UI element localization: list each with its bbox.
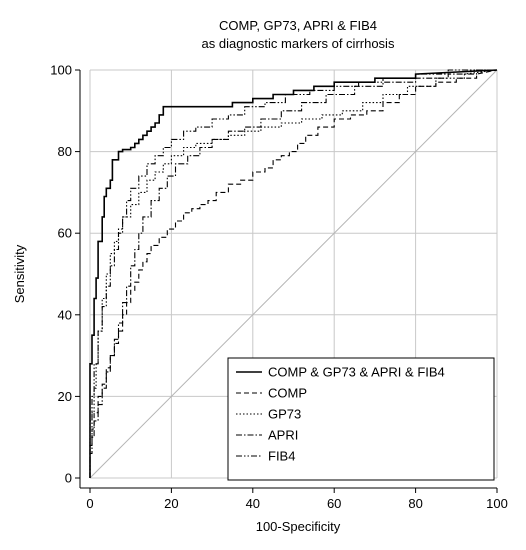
- series-line-2: [89, 69, 498, 478]
- x-tick-label-0: 0: [86, 496, 93, 511]
- x-tick-label-3: 60: [327, 496, 341, 511]
- legend-items: COMP & GP73 & APRI & FIB4 COMP GP73 APRI FIB…: [236, 365, 445, 464]
- legend: COMP & GP73 & APRI & FIB4 COMP GP73 APRI FIB…: [227, 357, 495, 481]
- legend-label-4: FIB4: [268, 449, 295, 464]
- axes: [75, 69, 498, 493]
- y-tick-label-1: 20: [58, 389, 72, 404]
- reference-diagonal: [89, 69, 498, 479]
- series-line-0: [89, 69, 498, 478]
- grid: [89, 69, 498, 479]
- x-tick-labels: 0 20 40 60 80 100: [86, 496, 507, 511]
- y-axis-title: Sensitivity: [12, 244, 27, 303]
- y-tick-label-5: 100: [50, 63, 72, 78]
- x-tick-label-4: 80: [408, 496, 422, 511]
- reference-line: [89, 69, 498, 479]
- legend-label-0: COMP & GP73 & APRI & FIB4: [268, 365, 445, 380]
- y-tick-label-0: 0: [65, 471, 72, 486]
- series-line-3: [89, 69, 497, 478]
- y-tick-label-3: 60: [58, 226, 72, 241]
- legend-label-1: COMP: [268, 386, 307, 401]
- x-tick-label-2: 40: [246, 496, 260, 511]
- legend-box: [227, 357, 495, 481]
- y-tick-label-4: 80: [58, 144, 72, 159]
- legend-label-3: APRI: [268, 428, 298, 443]
- y-tick-labels: 0 20 40 60 80 100: [50, 63, 72, 486]
- x-tick-label-1: 20: [164, 496, 178, 511]
- series-line-4: [89, 69, 497, 478]
- legend-label-2: GP73: [268, 407, 301, 422]
- chart-title: COMP, GP73, APRI & FIB4: [219, 18, 377, 33]
- series-lines: [89, 69, 498, 478]
- chart-subtitle: as diagnostic markers of cirrhosis: [202, 36, 395, 51]
- x-axis-title: 100-Specificity: [256, 519, 341, 534]
- x-tick-label-5: 100: [486, 496, 508, 511]
- y-tick-label-2: 40: [58, 307, 72, 322]
